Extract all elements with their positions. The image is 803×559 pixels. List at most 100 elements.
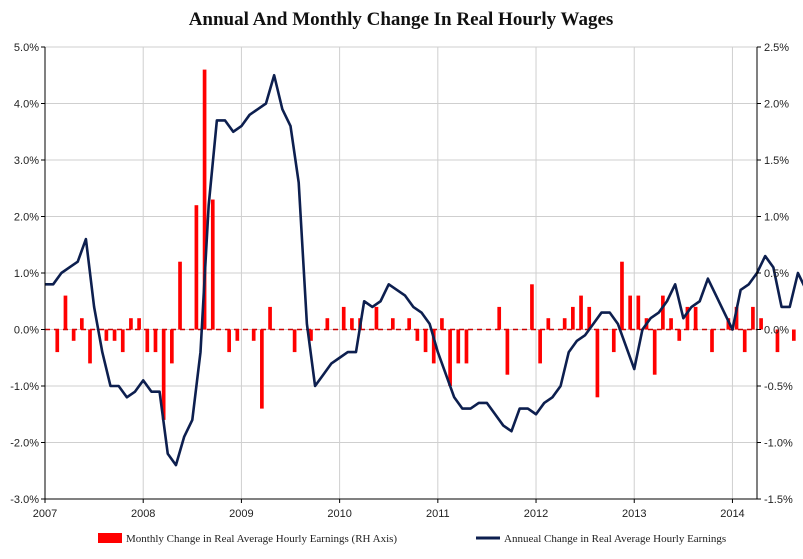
x-tick-label: 2007: [33, 508, 57, 520]
left-tick-label: 2.0%: [14, 212, 39, 224]
left-tick-label: 4.0%: [14, 99, 39, 111]
bar-monthly-change: [775, 329, 780, 353]
bar-monthly-change: [734, 306, 739, 330]
bar-series: [55, 69, 796, 420]
left-tick-label: 5.0%: [14, 42, 39, 54]
legend-swatch-bars: [98, 533, 122, 543]
left-tick-label: -2.0%: [10, 438, 39, 450]
bar-monthly-change: [390, 318, 395, 330]
x-tick-label: 2010: [327, 508, 351, 520]
bar-monthly-change: [431, 329, 436, 364]
bar-monthly-change: [55, 329, 60, 353]
bar-monthly-change: [104, 329, 109, 341]
bar-monthly-change: [751, 306, 755, 330]
right-axis-ticks: 2.5% 2.0% 1.5% 1.0% 0.5% 0.0% -0.5% -1.0% -1.5%: [757, 42, 793, 506]
left-tick-label: -3.0%: [10, 494, 39, 506]
bar-monthly-change: [309, 329, 313, 341]
bar-monthly-change: [292, 329, 297, 353]
left-tick-label: 3.0%: [14, 155, 39, 167]
x-tick-label: 2011: [426, 508, 450, 520]
bar-monthly-change: [587, 306, 592, 330]
bar-monthly-change: [562, 318, 567, 330]
left-axis-ticks: 5.0% 4.0% 3.0% 2.0% 1.0% 0.0% -1.0% -2.0% -3.0%: [10, 42, 45, 506]
bar-monthly-change: [652, 329, 657, 375]
bar-monthly-change: [120, 329, 125, 353]
bar-monthly-change: [251, 329, 256, 341]
bar-monthly-change: [464, 329, 469, 364]
bar-monthly-change: [710, 329, 714, 353]
bar-monthly-change: [505, 329, 510, 375]
bar-monthly-change: [145, 329, 150, 353]
right-tick-label: 0.0%: [764, 325, 789, 337]
bar-monthly-change: [129, 318, 133, 330]
bar-monthly-change: [595, 329, 600, 398]
bar-monthly-change: [579, 295, 583, 330]
bar-monthly-change: [260, 329, 264, 409]
bar-monthly-change: [210, 199, 215, 330]
bar-monthly-change: [636, 295, 641, 330]
bar-monthly-change: [227, 329, 231, 353]
bar-monthly-change: [415, 329, 420, 341]
bar-monthly-change: [440, 318, 444, 330]
line-series: [45, 73, 803, 467]
bar-monthly-change: [530, 284, 534, 330]
bar-monthly-change: [669, 318, 673, 330]
right-tick-label: -0.5%: [764, 381, 793, 393]
x-tick-label: 2014: [720, 508, 744, 520]
bar-monthly-change: [178, 261, 182, 330]
bar-monthly-change: [153, 329, 158, 353]
bar-monthly-change: [677, 329, 682, 341]
bar-monthly-change: [268, 306, 272, 330]
bar-monthly-change: [538, 329, 542, 364]
left-tick-label: 1.0%: [14, 268, 39, 280]
bar-monthly-change: [742, 329, 747, 353]
line-annual-change: [45, 73, 803, 467]
bar-monthly-change: [546, 318, 551, 330]
bar-monthly-change: [685, 306, 690, 330]
bar-monthly-change: [88, 329, 92, 364]
bar-monthly-change: [407, 318, 412, 330]
x-tick-label: 2008: [131, 508, 155, 520]
legend: Monthly Change in Real Average Hourly Ea…: [98, 533, 726, 545]
x-tick-label: 2013: [622, 508, 646, 520]
bar-monthly-change: [325, 318, 330, 330]
bar-monthly-change: [620, 261, 624, 330]
legend-label-line: Annueal Change in Real Average Hourly Ea…: [504, 533, 726, 545]
bar-monthly-change: [374, 306, 379, 330]
bar-monthly-change: [423, 329, 428, 353]
right-tick-label: 1.5%: [764, 155, 789, 167]
bar-monthly-change: [161, 329, 166, 420]
bar-monthly-change: [79, 318, 84, 330]
x-axis-ticks: 2007 2008 2009 2010 2011 2012 2013 2014: [33, 499, 745, 520]
bar-monthly-change: [791, 329, 796, 341]
bar-monthly-change: [448, 329, 452, 386]
bar-monthly-change: [693, 306, 698, 330]
x-tick-label: 2012: [524, 508, 548, 520]
right-tick-label: 1.0%: [764, 212, 789, 224]
left-tick-label: 0.0%: [14, 325, 39, 337]
bar-monthly-change: [628, 295, 632, 330]
bar-monthly-change: [71, 329, 76, 341]
bar-monthly-change: [194, 205, 199, 330]
bar-monthly-change: [661, 295, 665, 330]
bar-monthly-change: [202, 69, 207, 330]
bar-monthly-change: [235, 329, 240, 341]
right-tick-label: -1.5%: [764, 494, 793, 506]
right-tick-label: 2.0%: [764, 99, 789, 111]
bar-monthly-change: [63, 295, 68, 330]
x-tick-label: 2009: [229, 508, 253, 520]
bar-monthly-change: [571, 306, 575, 330]
bar-monthly-change: [456, 329, 461, 364]
bar-monthly-change: [611, 329, 616, 353]
bar-monthly-change: [137, 318, 141, 330]
right-tick-label: 2.5%: [764, 42, 789, 54]
bar-monthly-change: [112, 329, 117, 341]
chart-title: Annual And Monthly Change In Real Hourly…: [189, 9, 614, 30]
legend-label-bars: Monthly Change in Real Average Hourly Ea…: [126, 533, 397, 545]
bar-monthly-change: [170, 329, 174, 364]
bar-monthly-change: [341, 306, 346, 330]
right-tick-label: 0.5%: [764, 268, 789, 280]
bar-monthly-change: [759, 318, 763, 330]
